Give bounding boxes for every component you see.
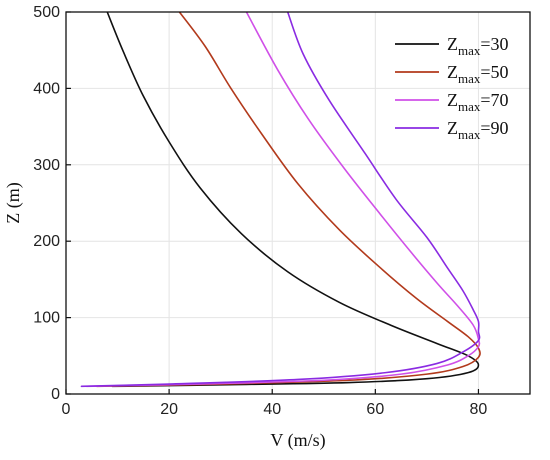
legend-label-prefix: Z [447,90,458,110]
x-tick-label: 20 [160,401,178,418]
legend-label-value: =70 [480,90,508,110]
y-tick-label: 500 [33,4,60,21]
legend-label-prefix: Z [447,62,458,82]
series-line-2 [96,12,481,388]
x-axis-title: V (m/s) [270,430,325,451]
y-axis-title: Z (m) [3,182,24,223]
legend-label-value: =30 [480,34,508,54]
legend-label-subscript: max [458,71,481,86]
legend-label-subscript: max [458,43,481,58]
legend-label-subscript: max [458,127,481,142]
legend-label-value: =50 [480,62,508,82]
series-line-4 [80,12,481,388]
y-tick-label: 200 [33,233,60,250]
series-lines [80,12,481,388]
axis-ticks: 0 20 40 60 80 0 100 200 300 400 500 [33,4,487,418]
grid [66,12,530,394]
x-tick-label: 0 [62,401,71,418]
legend-label-2: Zmax=50 [447,62,509,86]
y-tick-label: 100 [33,310,60,327]
y-tick-label: 400 [33,80,60,97]
legend-label-prefix: Z [447,34,458,54]
y-tick-label: 300 [33,157,60,174]
x-tick-label: 40 [263,401,281,418]
plot-frame [65,11,531,395]
series-line-1 [106,12,480,388]
series-line-3 [85,12,481,388]
legend-label-1: Zmax=30 [447,34,509,58]
x-tick-label: 80 [470,401,488,418]
y-tick-label: 0 [51,386,60,403]
x-tick-label: 60 [366,401,384,418]
legend-label-prefix: Z [447,118,458,138]
legend-label-value: =90 [480,118,508,138]
legend-label-4: Zmax=90 [447,118,509,142]
legend-label-3: Zmax=70 [447,90,509,114]
legend-label-subscript: max [458,99,481,114]
